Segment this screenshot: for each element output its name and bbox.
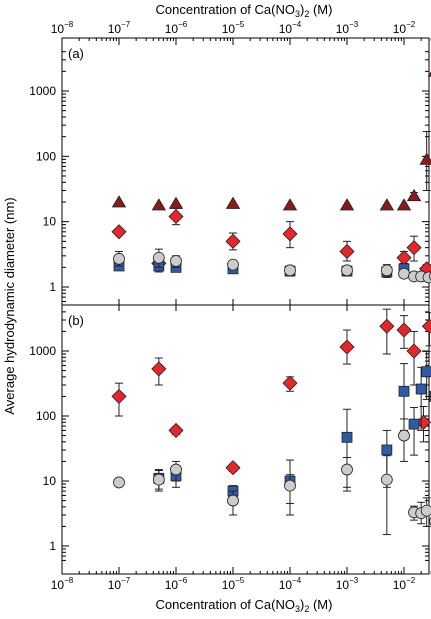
x-tick-label-bottom: 10−3 [336,576,359,592]
data-point-circle [171,256,182,267]
x-tick-label-bottom: 10−2 [393,576,416,592]
data-point-triangle [113,196,126,207]
x-tick-label-top: 10−8 [51,20,74,36]
data-point-circle [342,464,353,475]
data-point-diamond [226,461,240,475]
data-point-diamond [407,344,421,358]
y-tick-label: 1 [49,539,56,553]
data-point-triangle [408,190,421,201]
data-point-diamond [397,323,411,337]
y-tick-label: 10 [43,215,57,229]
data-point-square [399,386,409,396]
x-tick-label-bottom: 10−6 [165,576,188,592]
data-point-circle [114,477,125,488]
panel-label: (b) [68,313,84,328]
x-tick-label-bottom: 10−8 [51,576,74,592]
panel-a: 1 10 100 1000 (a) [29,46,431,301]
series-triangle [113,52,431,210]
data-point-circle [285,265,296,276]
data-point-circle [153,474,164,485]
data-point-diamond [112,225,126,239]
data-point-circle [399,268,410,279]
y-tick-label: 1000 [29,84,56,98]
data-point-circle [153,252,164,263]
plot-layer: 10−8 10−8 10−7 10−7 10−6 10−6 10−5 10−5 10−4 10−4… [29,20,431,592]
data-point-triangle [380,199,393,210]
data-point-diamond [226,234,240,248]
data-point-diamond [340,244,354,258]
data-point-circle [342,265,353,276]
data-point-square [422,367,431,377]
data-point-square [416,384,426,394]
data-point-diamond [169,423,183,437]
panel-b: 1 10 100 1000 (b) [29,309,431,560]
x-tick-label-top: 10−4 [279,20,302,36]
data-point-triangle [284,199,297,210]
y-tick-label: 100 [36,149,56,163]
data-point-triangle [152,199,165,210]
x-tick-label-top: 10−7 [108,20,131,36]
data-point-square [342,432,352,442]
y-axis-label: Average hydrodynamic diameter (nm) [2,197,17,414]
data-point-circle [421,505,431,516]
data-point-diamond [340,340,354,354]
data-point-diamond [407,241,421,255]
data-point-diamond [283,227,297,241]
x-tick-label-top: 10−6 [165,20,188,36]
data-point-square [382,445,392,455]
y-tick-label: 1 [49,280,56,294]
x-tick-label-bottom: 10−4 [279,576,302,592]
y-tick-label: 100 [36,409,56,423]
x-tick-label-bottom: 10−7 [108,576,131,592]
panel-frame-b [62,305,429,574]
data-point-diamond [112,389,126,403]
data-point-diamond [152,362,166,376]
panel-label: (a) [68,46,84,61]
y-tick-label: 1000 [29,344,56,358]
data-point-square [409,419,419,429]
data-point-circle [381,265,392,276]
x-tick-label-top: 10−5 [222,20,245,36]
data-point-diamond [283,376,297,390]
data-point-diamond [380,319,394,333]
x-tick-label-top: 10−3 [336,20,359,36]
x-tick-label-bottom: 10−5 [222,576,245,592]
data-point-circle [381,474,392,485]
top-x-axis-label: Concentration of Ca(NO3)2 (M) [156,2,333,19]
y-tick-label: 10 [43,474,57,488]
data-point-triangle [341,199,354,210]
bottom-x-axis-label: Concentration of Ca(NO3)2 (M) [156,597,333,614]
data-point-triangle [170,197,183,208]
series-circle [114,419,431,535]
data-point-circle [228,259,239,270]
data-point-circle [285,480,296,491]
data-point-circle [228,495,239,506]
data-point-triangle [227,197,240,208]
data-point-diamond [397,251,411,265]
data-point-circle [114,253,125,264]
data-point-circle [399,430,410,441]
x-tick-label-top: 10−2 [393,20,416,36]
data-point-diamond [169,209,183,223]
data-point-circle [171,464,182,475]
